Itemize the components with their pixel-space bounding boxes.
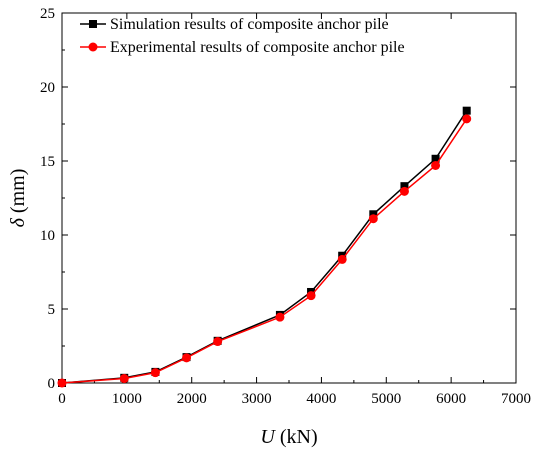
y-axis-label-unit: (mm) [7, 169, 29, 218]
data-point-1-3 [182, 353, 192, 363]
legend-label-simulation: Simulation results of composite anchor p… [110, 16, 389, 33]
data-point-0-9 [400, 182, 409, 191]
data-point-1-7 [337, 254, 347, 264]
x-tick-label-5: 5000 [371, 391, 401, 407]
y-tick-label-4: 20 [40, 80, 55, 96]
y-tick-label-0: 0 [48, 376, 56, 392]
y-tick-label-1: 5 [48, 302, 56, 318]
data-point-1-0 [57, 378, 67, 388]
x-tick-label-6: 6000 [436, 391, 466, 407]
y-tick-label-5: 25 [40, 6, 55, 22]
legend-marker-experimental [88, 42, 98, 52]
x-tick-label-3: 3000 [242, 391, 272, 407]
data-point-1-5 [275, 312, 285, 322]
x-axis-label-var: U [260, 426, 276, 448]
data-point-1-1 [119, 374, 129, 384]
data-point-0-11 [462, 106, 471, 115]
plot-frame [61, 12, 517, 384]
data-point-1-9 [399, 186, 409, 196]
legend-label-experimental: Experimental results of composite anchor… [110, 39, 405, 56]
data-point-1-4 [213, 337, 223, 347]
data-point-1-10 [431, 160, 441, 170]
series-1 [57, 114, 472, 388]
series-line-1 [61, 118, 468, 384]
data-point-1-8 [368, 214, 378, 224]
x-tick-label-4: 4000 [306, 391, 336, 407]
data-point-1-6 [306, 291, 316, 301]
x-axis-label: U (kN) [260, 426, 317, 448]
y-tick-label-2: 10 [40, 228, 55, 244]
x-tick-label-0: 0 [58, 391, 66, 407]
data-point-0-10 [431, 154, 440, 163]
y-axis-label-var: δ [7, 217, 29, 227]
data-point-1-11 [462, 114, 472, 124]
y-axis-label: δ (mm) [7, 169, 29, 228]
x-tick-label-7: 7000 [501, 391, 531, 407]
y-axis: 0 5 10 15 20 25 [40, 6, 516, 392]
x-axis-label-unit: (kN) [275, 426, 318, 448]
series-line-0 [61, 110, 468, 384]
x-axis: 0 1000 2000 3000 4000 5000 6000 7000 [58, 13, 531, 407]
x-tick-label-2: 2000 [177, 391, 207, 407]
legend: Simulation results of composite anchor p… [80, 16, 405, 56]
series-0 [58, 106, 471, 387]
x-tick-label-1: 1000 [112, 391, 142, 407]
series-layer [57, 106, 472, 388]
data-point-1-2 [150, 368, 160, 378]
legend-marker-simulation [89, 20, 97, 28]
y-tick-label-3: 15 [40, 154, 55, 170]
